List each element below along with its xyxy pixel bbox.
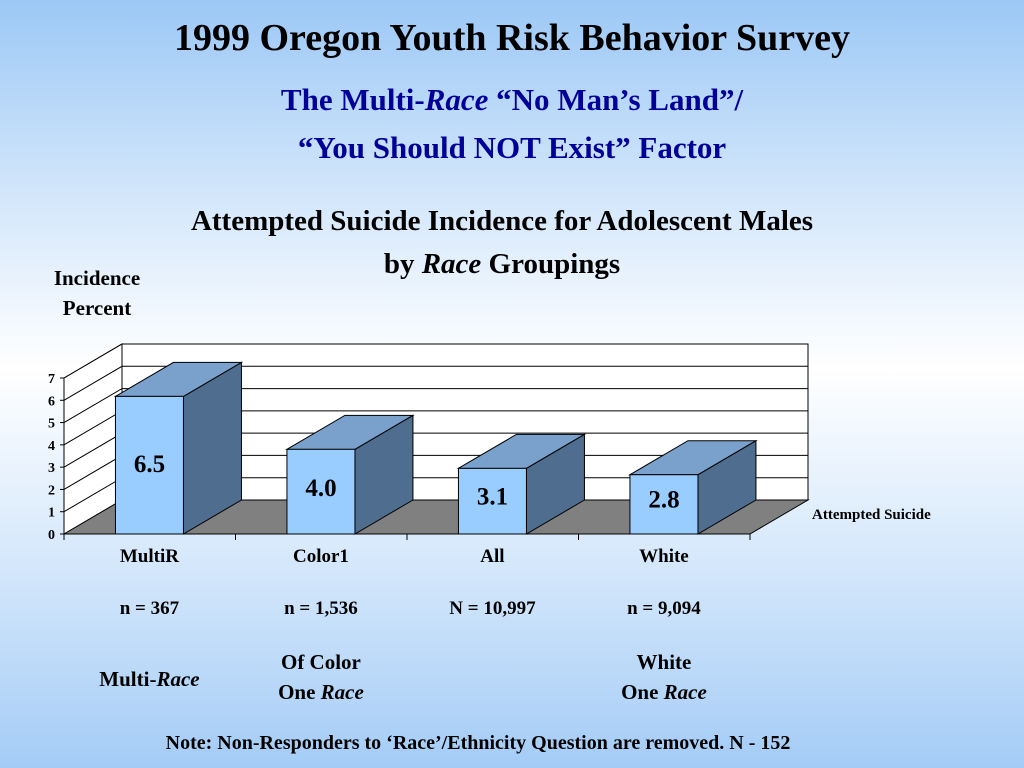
chart-title-line1: Attempted Suicide Incidence for Adolesce… <box>190 205 814 237</box>
sample-size-all: N = 10,997 <box>449 598 536 619</box>
x-tick-label-all: All <box>480 546 505 567</box>
y-tick-label: 3 <box>48 461 55 476</box>
group-label-white: White One Race <box>621 650 707 704</box>
y-tick-label: 0 <box>48 528 55 543</box>
y-tick-label: 7 <box>48 372 55 387</box>
gridline <box>63 388 808 424</box>
y-axis-label-line1: Incidence <box>53 266 141 290</box>
data-label: 4.0 <box>305 475 336 502</box>
y-tick-label: 6 <box>48 394 55 409</box>
y-tick-label: 2 <box>48 483 55 498</box>
x-tick-label-white: White <box>639 546 689 567</box>
data-label: 3.1 <box>477 483 508 510</box>
bar-multir <box>114 395 184 535</box>
y-axis-label-line2: Percent <box>62 296 132 320</box>
bar-white <box>629 474 699 535</box>
x-tick-label-multir: MultiR <box>119 546 179 567</box>
chart-title-line2: by Race Groupings <box>383 248 621 280</box>
footnote: Note: Non-Responders to ‘Race’/Ethnicity… <box>165 732 791 754</box>
slide-subtitle-line1: The Multi-Race “No Man’s Land”/ <box>280 82 744 117</box>
data-label: 2.8 <box>648 486 679 513</box>
bar-all <box>457 467 527 535</box>
slide-title: 1999 Oregon Youth Risk Behavior Survey <box>174 17 850 59</box>
bar-color1 <box>286 448 356 535</box>
gridline <box>63 343 808 379</box>
group-label-multir: Multi-Race <box>99 667 200 691</box>
x-tick-label-color1: Color1 <box>292 546 349 567</box>
y-tick-label: 4 <box>48 439 55 454</box>
y-tick-label: 1 <box>48 506 55 521</box>
group-label-color1: Of Color One Race <box>278 650 364 704</box>
sample-size-multir: n = 367 <box>119 598 180 619</box>
sample-size-white: n = 9,094 <box>627 598 701 619</box>
slide-subtitle-line2: “You Should NOT Exist” Factor <box>297 130 727 165</box>
data-label: 6.5 <box>134 451 165 478</box>
sample-size-color1: n = 1,536 <box>284 598 358 619</box>
y-tick-label: 5 <box>48 417 55 432</box>
legend-series-label: Attempted Suicide <box>812 507 931 523</box>
gridline <box>63 365 808 401</box>
